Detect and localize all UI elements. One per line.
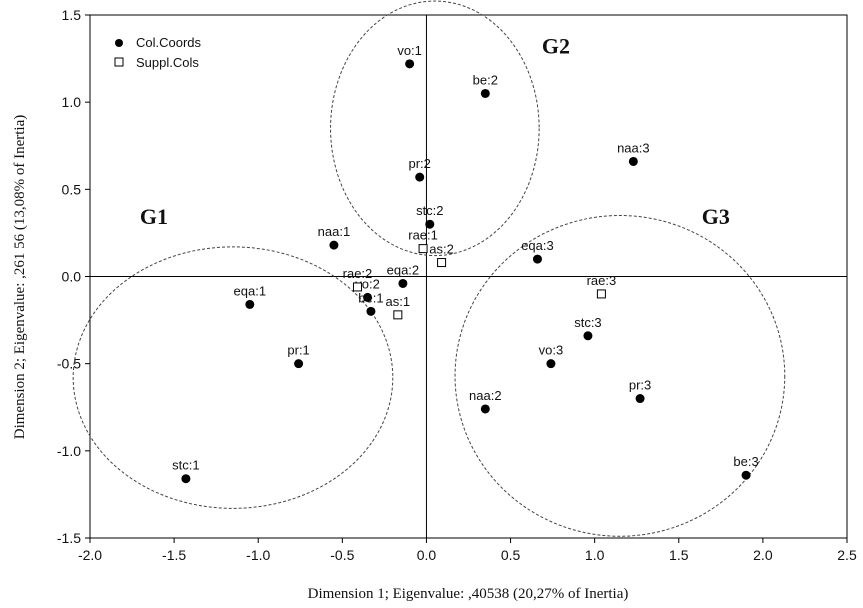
point-label: naa:1 bbox=[318, 224, 351, 239]
y-tick-label: -1.5 bbox=[57, 530, 81, 546]
group-ellipses: G1 G2 G3 bbox=[72, 0, 786, 537]
point-label: rae:1 bbox=[408, 228, 438, 243]
point-label: as:1 bbox=[386, 294, 411, 309]
x-axis-title: Dimension 1; Eigenvalue: ,40538 (20,27% … bbox=[308, 586, 629, 602]
y-ticks: 1.5 1.0 0.5 0.0 -0.5 -1.0 -1.5 bbox=[57, 7, 90, 546]
col-point bbox=[366, 306, 376, 316]
col-point bbox=[635, 394, 645, 404]
point-label: pr:1 bbox=[287, 343, 309, 358]
point-label: naa:2 bbox=[469, 388, 502, 403]
y-tick-label: -1.0 bbox=[57, 443, 81, 459]
point-label: rae:2 bbox=[343, 266, 373, 281]
point-label: stc:1 bbox=[172, 458, 199, 473]
col-point bbox=[294, 359, 304, 369]
col-point bbox=[480, 88, 490, 98]
suppl-point bbox=[393, 310, 403, 320]
point-label: naa:3 bbox=[617, 140, 650, 155]
x-tick-label: 0.0 bbox=[417, 547, 437, 563]
x-tick-label: 1.5 bbox=[669, 547, 689, 563]
group-label-g1: G1 bbox=[140, 204, 168, 229]
group-label-g3: G3 bbox=[702, 204, 730, 229]
legend-marker-col-coords bbox=[115, 39, 123, 47]
point-label: stc:3 bbox=[574, 315, 601, 330]
col-point bbox=[181, 474, 191, 484]
suppl-point bbox=[418, 244, 428, 254]
point-label: rae:3 bbox=[587, 273, 617, 288]
group-ellipse-g1 bbox=[72, 246, 394, 509]
x-tick-label: 2.5 bbox=[837, 547, 857, 563]
col-point bbox=[583, 331, 593, 341]
x-tick-label: 2.0 bbox=[753, 547, 773, 563]
col-point bbox=[398, 278, 408, 288]
suppl-point bbox=[437, 258, 447, 268]
legend-marker-suppl-cols bbox=[114, 57, 124, 67]
legend-label-col-coords: Col.Coords bbox=[136, 35, 202, 50]
x-tick-label: -0.5 bbox=[330, 547, 354, 563]
points: vo:1be:2pr:2stc:2naa:1eqa:2vo:2be:1eqa:1… bbox=[172, 43, 759, 484]
suppl-point bbox=[352, 282, 362, 292]
x-ticks: -2.0 -1.5 -1.0 -0.5 0.0 0.5 1.0 1.5 2.0 2.5 bbox=[78, 538, 857, 563]
point-label: pr:3 bbox=[629, 378, 651, 393]
legend: Col.Coords Suppl.Cols bbox=[114, 35, 202, 70]
point-label: eqa:3 bbox=[521, 238, 554, 253]
y-tick-label: 0.0 bbox=[62, 269, 82, 285]
col-point bbox=[405, 59, 415, 69]
col-point bbox=[628, 156, 638, 166]
point-label: eqa:1 bbox=[234, 283, 267, 298]
point-label: stc:2 bbox=[416, 203, 443, 218]
col-point bbox=[245, 299, 255, 309]
col-point bbox=[532, 254, 542, 264]
y-tick-label: 1.0 bbox=[62, 94, 82, 110]
col-point bbox=[415, 172, 425, 182]
col-point bbox=[363, 292, 373, 302]
point-label: vo:3 bbox=[539, 343, 564, 358]
point-label: pr:2 bbox=[409, 156, 431, 171]
x-tick-label: -1.0 bbox=[246, 547, 270, 563]
x-tick-label: 1.0 bbox=[585, 547, 605, 563]
point-label: be:1 bbox=[358, 290, 383, 305]
col-point bbox=[741, 470, 751, 480]
suppl-point bbox=[596, 289, 606, 299]
col-point bbox=[480, 404, 490, 414]
y-axis-title: Dimension 2; Eigenvalue: ,261 56 (13,08%… bbox=[12, 115, 28, 440]
col-point bbox=[546, 359, 556, 369]
x-tick-label: 0.5 bbox=[501, 547, 521, 563]
point-label: vo:1 bbox=[397, 43, 422, 58]
y-tick-label: 0.5 bbox=[62, 181, 82, 197]
point-label: be:2 bbox=[473, 72, 498, 87]
legend-label-suppl-cols: Suppl.Cols bbox=[136, 55, 199, 70]
group-ellipse-g3 bbox=[454, 214, 786, 537]
x-tick-label: -2.0 bbox=[78, 547, 102, 563]
x-tick-label: -1.5 bbox=[162, 547, 186, 563]
y-tick-label: 1.5 bbox=[62, 7, 82, 23]
y-tick-label: -0.5 bbox=[57, 356, 81, 372]
point-label: as:2 bbox=[429, 242, 454, 257]
col-point bbox=[329, 240, 339, 250]
point-label: eqa:2 bbox=[387, 262, 420, 277]
col-point bbox=[425, 219, 435, 229]
group-ellipse-g2 bbox=[330, 0, 540, 257]
point-label: be:3 bbox=[733, 454, 758, 469]
group-label-g2: G2 bbox=[542, 33, 570, 58]
